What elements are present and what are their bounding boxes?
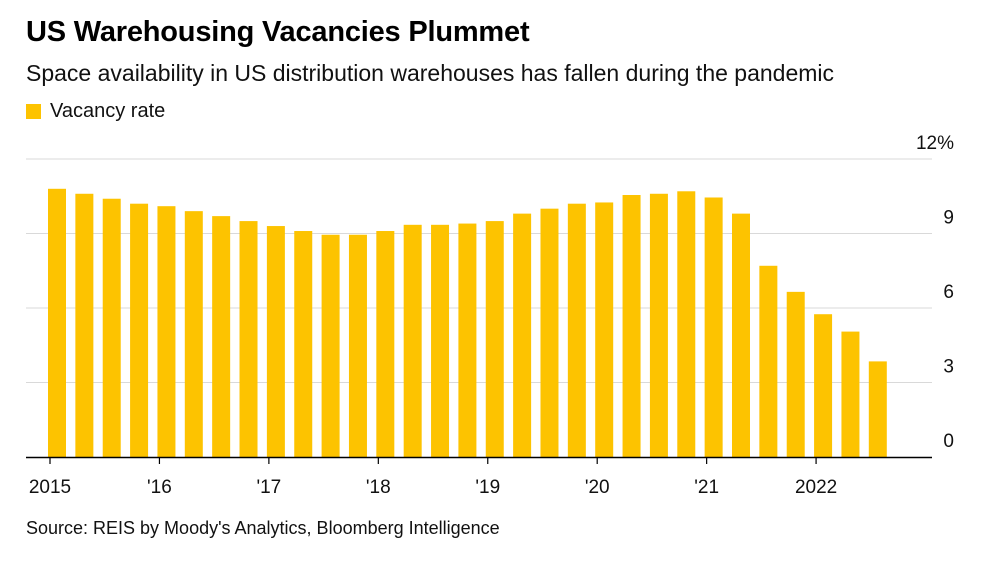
bar — [376, 231, 395, 457]
bar — [431, 224, 450, 457]
bar — [321, 234, 340, 457]
x-tick-label: 2022 — [795, 477, 837, 498]
bar — [348, 234, 367, 457]
y-tick-label: 0 — [943, 431, 954, 452]
bar — [841, 331, 860, 457]
chart-title: US Warehousing Vacancies Plummet — [26, 16, 530, 48]
bar — [622, 195, 641, 457]
bar — [732, 213, 750, 457]
x-tick-label: '20 — [585, 477, 610, 498]
gridlines — [26, 158, 932, 383]
legend-label: Vacancy rate — [50, 100, 166, 122]
bar — [130, 203, 149, 457]
bar — [239, 221, 258, 457]
bars — [48, 188, 887, 458]
source-note: Source: REIS by Moody's Analytics, Bloom… — [26, 518, 500, 538]
bar — [403, 224, 422, 457]
x-tick-label: '18 — [366, 477, 391, 498]
x-tick-label: '16 — [147, 477, 172, 498]
bar — [649, 193, 668, 457]
bar — [458, 223, 477, 457]
y-tick-label: 9 — [943, 208, 954, 229]
bar — [294, 231, 313, 457]
bar — [704, 197, 723, 457]
bar — [595, 202, 614, 457]
bar — [567, 203, 586, 457]
bar — [677, 191, 696, 458]
legend: Vacancy rate — [26, 100, 165, 123]
bar — [759, 265, 778, 457]
bar — [540, 208, 559, 457]
legend-swatch — [26, 104, 41, 119]
bar — [814, 314, 833, 457]
chart-subtitle: Space availability in US distribution wa… — [26, 60, 835, 86]
bar — [75, 193, 94, 457]
bar — [485, 221, 504, 457]
bar — [48, 188, 66, 458]
axes: 0 3 6 9 12% 2015 '16 '17 '18 '19 '20 '21 2022 — [26, 133, 954, 498]
bar — [184, 211, 203, 457]
bar — [513, 213, 532, 457]
x-tick-label: 2015 — [29, 477, 71, 498]
y-tick-label: 3 — [943, 357, 954, 378]
bar — [212, 216, 231, 457]
x-tick-label: '21 — [694, 477, 719, 498]
bar — [157, 206, 176, 457]
bar — [786, 291, 805, 457]
bar — [868, 361, 887, 457]
bar — [102, 198, 121, 457]
y-tick-label: 12% — [916, 133, 954, 154]
x-tick-label: '19 — [475, 477, 500, 498]
y-tick-label: 6 — [943, 282, 954, 303]
bar — [266, 226, 285, 457]
x-tick-label: '17 — [256, 477, 281, 498]
